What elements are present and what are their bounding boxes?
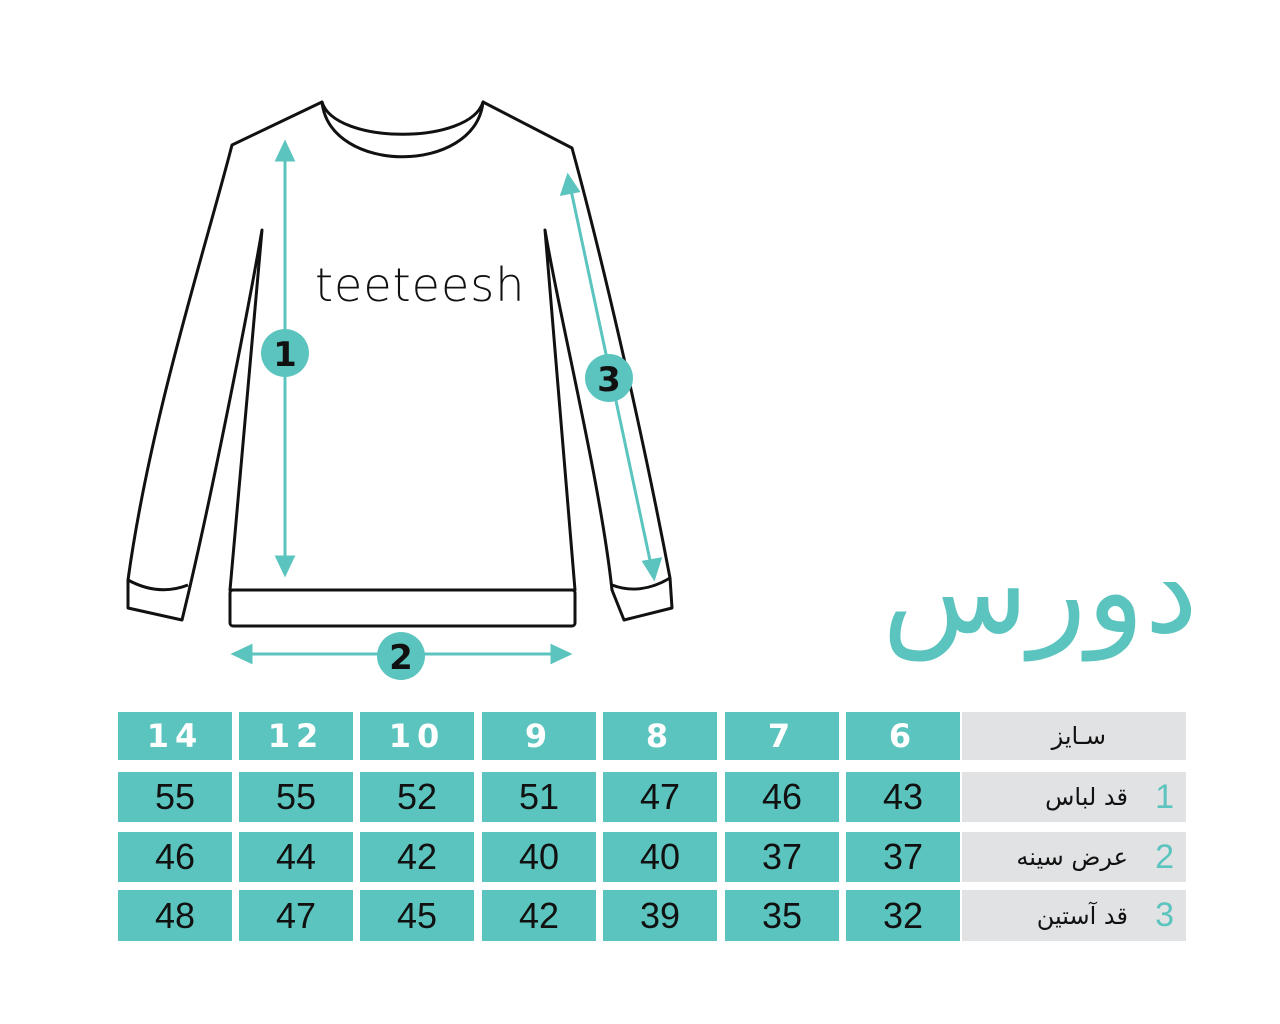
row-number: 2 [1155, 837, 1174, 876]
table-cell: 37 [846, 832, 960, 882]
brand-logo-text: teeteesh [315, 258, 526, 312]
size-header-cell: 14 [118, 712, 232, 760]
size-header-cell: 6 [846, 712, 960, 760]
table-cell: 55 [118, 772, 232, 822]
table-cell: 45 [360, 890, 474, 941]
table-cell: 32 [846, 890, 960, 941]
table-cell: 40 [482, 832, 596, 882]
table-cell: 42 [360, 832, 474, 882]
table-cell: 46 [725, 772, 839, 822]
arrow-head-icon [230, 643, 253, 665]
table-cell: 52 [360, 772, 474, 822]
table-cell: 37 [725, 832, 839, 882]
table-cell: 43 [846, 772, 960, 822]
marker-1: 1 [261, 329, 309, 377]
sweatshirt-illustration: 1 2 3 [126, 100, 674, 680]
size-header-label: سـایز [962, 712, 1186, 760]
row-label: قد لباس 1 [962, 772, 1186, 822]
size-header-cell: 8 [603, 712, 717, 760]
arrow-head-icon [550, 643, 573, 665]
table-cell: 55 [239, 772, 353, 822]
svg-text:3: 3 [597, 360, 621, 400]
size-header-cell: 12 [239, 712, 353, 760]
table-cell: 35 [725, 890, 839, 941]
svg-text:1: 1 [273, 335, 297, 375]
row-label-text: عرض سینه [1016, 843, 1128, 871]
arrow-head-icon [274, 139, 296, 162]
table-cell: 40 [603, 832, 717, 882]
arrow-head-icon [641, 557, 663, 582]
size-header-cell: 10 [360, 712, 474, 760]
sweatshirt-outline [126, 100, 674, 628]
size-header-cell: 9 [482, 712, 596, 760]
header-label-text: سـایز [1051, 722, 1106, 750]
product-title: دورس [882, 522, 1198, 661]
row-number: 3 [1155, 896, 1174, 934]
table-cell: 44 [239, 832, 353, 882]
table-cell: 47 [239, 890, 353, 941]
table-cell: 51 [482, 772, 596, 822]
row-label-text: قد آستین [1036, 901, 1128, 930]
table-cell: 47 [603, 772, 717, 822]
table-cell: 42 [482, 890, 596, 941]
table-cell: 48 [118, 890, 232, 941]
row-number: 1 [1155, 777, 1174, 816]
arrow-head-icon [559, 172, 581, 196]
marker-3: 3 [585, 354, 633, 402]
size-header-cell: 7 [725, 712, 839, 760]
row-label-text: قد لباس [1045, 783, 1128, 811]
arrow-head-icon [274, 555, 296, 578]
row-label: عرض سینه 2 [962, 832, 1186, 882]
table-cell: 39 [603, 890, 717, 941]
table-cell: 46 [118, 832, 232, 882]
svg-text:2: 2 [389, 638, 413, 678]
marker-2: 2 [377, 632, 425, 680]
row-label: قد آستین 3 [962, 890, 1186, 941]
